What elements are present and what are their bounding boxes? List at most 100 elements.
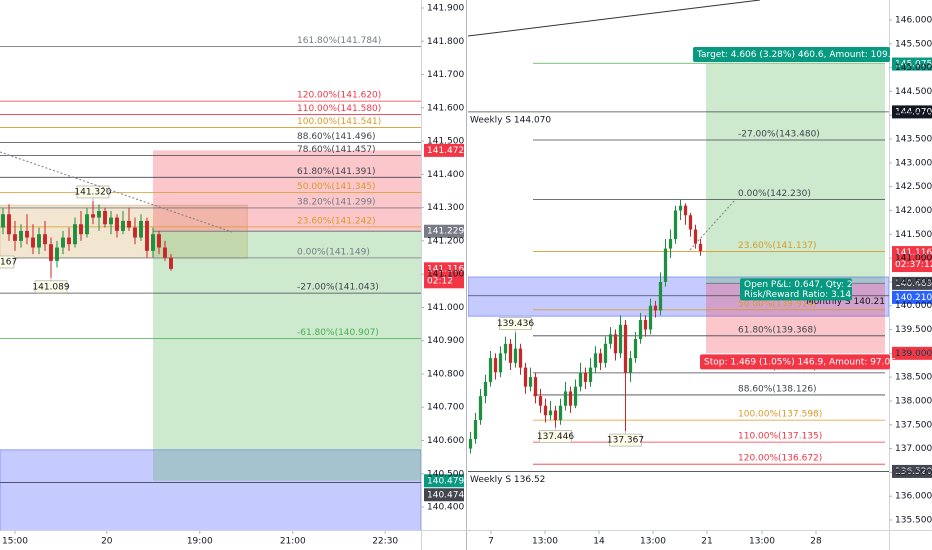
price-tag (424, 262, 464, 289)
candle-body (613, 334, 618, 354)
stop-box (700, 354, 890, 370)
y-tick-label: 142.500 (895, 182, 932, 192)
y-tick-label: 143.500 (895, 135, 932, 145)
candle-body (538, 396, 543, 406)
price-tag (424, 143, 464, 157)
support-label: Weekly S 136.52 (470, 475, 545, 485)
price-tag-label: 139.000 (895, 349, 932, 359)
price-tag-label: 141.116 (427, 264, 464, 274)
y-tick-label: 141.100 (427, 270, 464, 280)
candle-body (145, 220, 149, 251)
trend-line (467, 0, 761, 37)
fib-label: 61.80%(141.391) (297, 167, 376, 177)
candle-body (698, 243, 703, 251)
y-tick-label: 137.000 (895, 444, 932, 454)
x-tick-label: 21 (701, 537, 712, 547)
candle-body (488, 358, 493, 382)
x-tick-label: 28 (810, 537, 822, 547)
candle-body (157, 234, 161, 248)
candle-body (603, 343, 608, 363)
fib-label: 100.00%(141.541) (297, 117, 381, 127)
candle-body (563, 391, 568, 406)
x-tick-label: 13:00 (640, 537, 666, 547)
price-tag-label: 141.472 (427, 146, 464, 156)
price-label: 139.436 (497, 319, 534, 329)
x-tick-label: 15:00 (2, 537, 28, 547)
candle-body (543, 405, 548, 416)
fib-label: -27.00%(141.043) (297, 283, 379, 293)
price-tag-label: 140.469 (895, 279, 932, 289)
support-label: Weekly S 144.070 (470, 115, 551, 125)
left-plot: 161.80%(141.784) 120.00%(141.620) 110.00%(… (0, 36, 421, 530)
price-label: 137.367 (607, 436, 644, 446)
candle-body (628, 358, 633, 373)
price-label: 137.446 (537, 432, 574, 442)
candle-body (503, 343, 508, 354)
price-tag (892, 290, 932, 304)
candle-body (553, 410, 558, 420)
y-tick-label: 145.000 (895, 63, 932, 73)
price-label: 141.089 (32, 282, 69, 292)
x-tick-label: 14 (593, 537, 605, 547)
y-tick-label: 139.000 (895, 349, 932, 359)
y-tick-label: 140.400 (427, 503, 464, 513)
price-tag-label: 140.474 (427, 490, 464, 500)
candle-body (37, 234, 41, 248)
fib-label: 0.00%(142.230) (738, 189, 811, 199)
candle-body (533, 377, 538, 397)
trend-line (689, 199, 736, 251)
candle-body (67, 237, 71, 245)
candle-body (518, 348, 523, 368)
candle-body (483, 381, 488, 397)
countdown-label: 02:37:12 (895, 260, 932, 270)
candle-body (97, 210, 101, 218)
y-tick-label: 141.000 (427, 303, 464, 313)
candle-body (593, 353, 598, 368)
y-tick-label: 138.500 (895, 373, 932, 383)
candle-body (688, 215, 693, 230)
fib-label: 161.80%(141.784) (297, 36, 381, 46)
profit-zone (152, 231, 421, 481)
candle-body (55, 247, 59, 261)
y-tick-label: 141.600 (427, 103, 464, 113)
target-label: Target: 4.606 (3.28%) 460.6, Amount: 109… (696, 50, 896, 60)
candle-body (498, 353, 503, 373)
rr-label: Risk/Reward Ratio: 3.14 (744, 290, 851, 300)
candle-body (513, 348, 518, 363)
y-tick-label: 141.000 (895, 254, 932, 264)
candle-body (139, 220, 143, 238)
price-label-box (0, 255, 15, 269)
candle-body (548, 410, 553, 416)
y-tick-label: 141.200 (427, 236, 464, 246)
x-tick-label: 13:00 (749, 537, 775, 547)
countdown-label: 02:12 (427, 276, 453, 286)
candle-body (598, 353, 603, 363)
candle-body (623, 324, 628, 373)
candle-body (558, 405, 563, 420)
y-tick-label: 141.400 (427, 170, 464, 180)
price-tag-label: 140.210 (895, 293, 932, 303)
candle-body (493, 358, 498, 373)
y-tick-label: 141.700 (427, 70, 464, 80)
price-tag (892, 246, 932, 273)
candle-body (19, 230, 23, 241)
fib-label: 120.00%(136.672) (738, 454, 822, 464)
fib-label: 50.00%(139.914) (738, 299, 817, 309)
price-tag (892, 346, 932, 360)
candle-body (633, 339, 638, 359)
y-tick-label: 136.000 (895, 492, 932, 502)
loss-zone (152, 150, 421, 232)
y-tick-label: 140.900 (427, 336, 464, 346)
candle-body (608, 334, 613, 344)
zone (0, 449, 421, 530)
target-box (693, 47, 890, 63)
price-tag-label: 136.520 (895, 467, 932, 477)
candle-body (13, 234, 17, 241)
candle-body (508, 343, 513, 363)
price-tag (424, 474, 464, 488)
price-tag-label: 144.070 (895, 107, 932, 117)
candle-body (668, 239, 673, 249)
x-tick-label: 13:00 (532, 537, 558, 547)
y-tick-label: 141.500 (895, 230, 932, 240)
